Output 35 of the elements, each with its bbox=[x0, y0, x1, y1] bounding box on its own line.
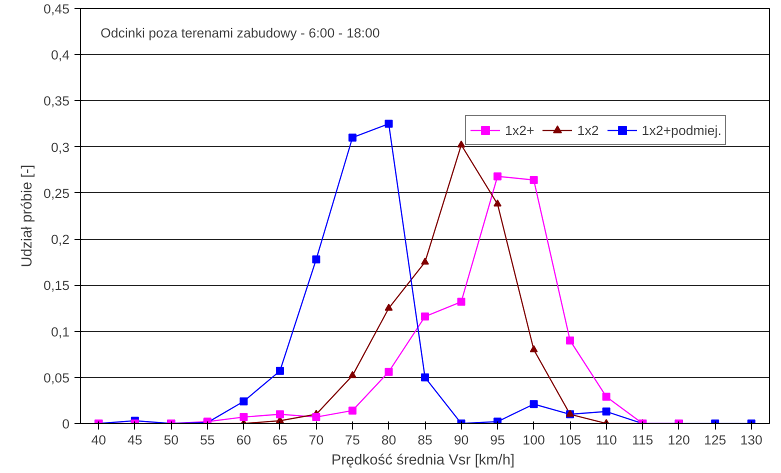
x-tick-label: 90 bbox=[454, 432, 469, 448]
x-tick-label: 50 bbox=[164, 432, 179, 448]
x-tick-label: 130 bbox=[740, 432, 762, 448]
x-tick-label: 55 bbox=[200, 432, 215, 448]
x-tick-label: 60 bbox=[236, 432, 252, 448]
y-tick-label: 0 bbox=[62, 416, 70, 432]
x-tick-label: 125 bbox=[704, 432, 726, 448]
y-tick-label: 0,1 bbox=[50, 324, 70, 340]
annotation: Odcinki poza terenami zabudowy - 6:00 - 18:00 bbox=[100, 26, 380, 40]
x-tick-label: 110 bbox=[596, 432, 617, 448]
x-tick-label: 70 bbox=[308, 432, 324, 448]
x-tick-label: 45 bbox=[127, 432, 142, 448]
x-tick-label: 65 bbox=[272, 432, 288, 448]
x-tick-label: 120 bbox=[668, 432, 690, 448]
x-tick-label: 100 bbox=[522, 432, 545, 448]
y-tick-label: 0,35 bbox=[44, 94, 70, 109]
legend-label: 1x2+podmiej. bbox=[642, 122, 722, 138]
x-tick-label: 105 bbox=[558, 432, 582, 448]
y-tick-label: 0,3 bbox=[50, 140, 70, 155]
y-axis-title: Udział próbie [-] bbox=[20, 164, 36, 268]
x-tick-label: 75 bbox=[345, 432, 360, 448]
y-tick-label: 0,05 bbox=[44, 370, 70, 386]
y-tick-label: 0,2 bbox=[50, 232, 70, 248]
legend-label: 1x2+ bbox=[505, 122, 534, 138]
x-tick-label: 80 bbox=[381, 432, 396, 448]
x-tick-label: 85 bbox=[418, 432, 432, 448]
y-tick-label: 0,25 bbox=[44, 186, 70, 201]
y-tick-label: 0,15 bbox=[44, 278, 70, 294]
y-tick-label: 0,45 bbox=[44, 2, 70, 16]
legend-label: 1x2 bbox=[577, 122, 599, 138]
x-tick-label: 95 bbox=[490, 432, 505, 448]
y-tick-label: 0,4 bbox=[50, 48, 70, 63]
x-tick-label: 115 bbox=[632, 432, 654, 448]
x-tick-label: 40 bbox=[91, 432, 106, 448]
x-axis-title: Prędkość średnia Vsr [km/h] bbox=[331, 452, 515, 468]
